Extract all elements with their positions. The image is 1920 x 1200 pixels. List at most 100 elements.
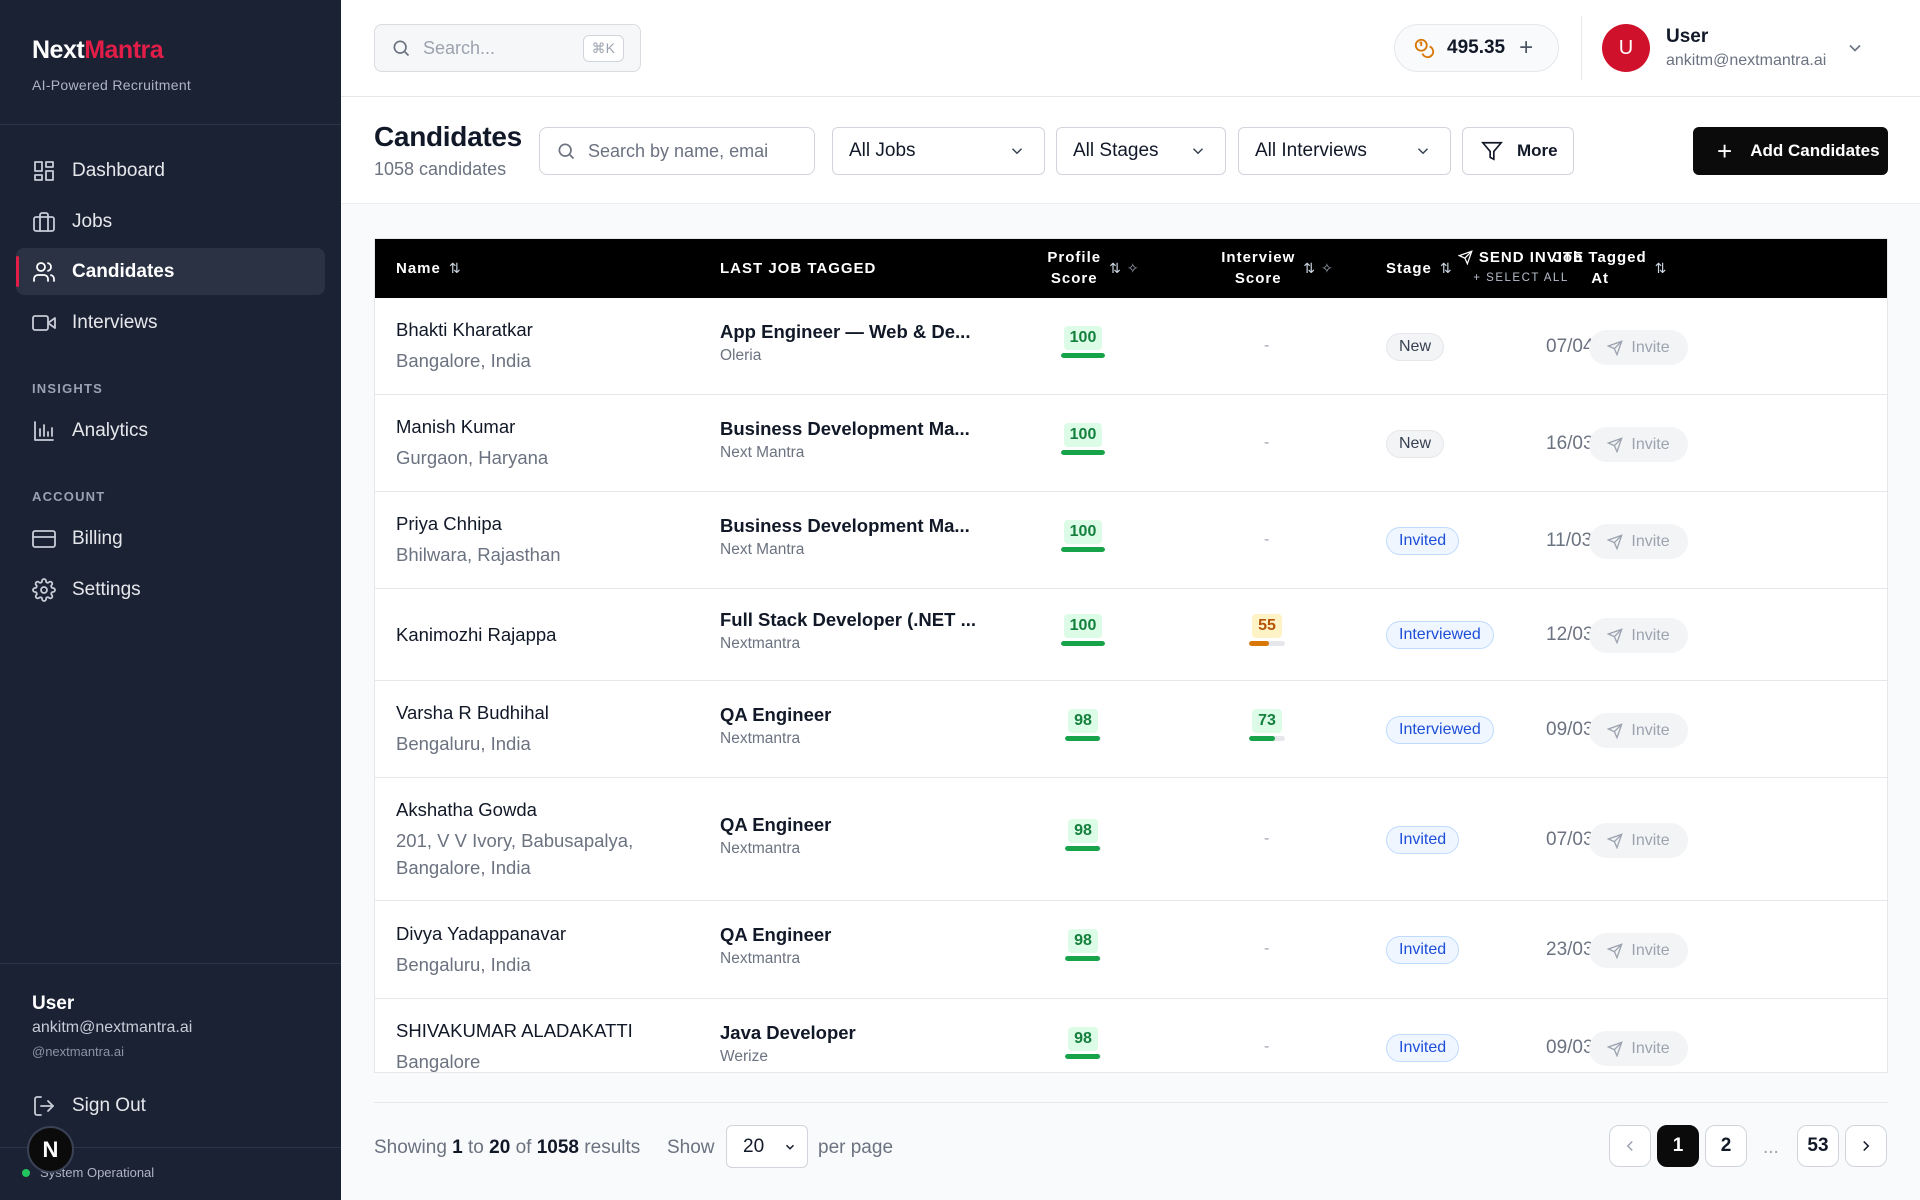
system-status-label: System Operational [40,1165,155,1180]
global-search[interactable]: Search... ⌘K [374,24,641,72]
table-row[interactable]: Bhakti Kharatkar Bangalore, India App Eng… [375,298,1887,395]
profile-score: 98 [1065,819,1101,851]
candidate-name[interactable]: Varsha R Budhihal [396,702,549,723]
job-title[interactable]: QA Engineer [720,814,832,835]
table-row[interactable]: Kanimozhi Rajappa Full Stack Developer (… [375,589,1887,681]
job-title[interactable]: QA Engineer [720,924,832,945]
table-row[interactable]: Manish Kumar Gurgaon, Haryana Business De… [375,395,1887,492]
column-header-stage[interactable]: Stage ⇅ [1386,239,1452,298]
sparkles-icon[interactable]: ✧ [1126,260,1139,277]
page-button-53[interactable]: 53 [1797,1125,1839,1167]
invite-button[interactable]: Invite [1589,933,1688,968]
candidate-name[interactable]: Kanimozhi Rajappa [396,624,557,645]
send-icon [1607,627,1624,644]
plus-icon: + [1717,136,1733,166]
sort-icon[interactable]: ⇅ [1109,260,1121,277]
stages-filter-select[interactable]: All Stages [1056,127,1226,175]
profile-score-bar [1065,846,1101,851]
sparkles-icon[interactable]: ✧ [1321,260,1333,277]
send-icon [1607,339,1624,356]
profile-score-bar [1065,956,1101,961]
interview-score-bar [1249,736,1285,741]
sidebar-item-candidates[interactable]: Candidates [16,248,325,295]
candidate-search[interactable] [539,127,815,175]
per-page-select[interactable]: 20 [726,1125,808,1168]
interview-score-value: 73 [1252,709,1282,733]
sidebar-item-label: Analytics [72,419,149,441]
invite-button[interactable]: Invite [1589,524,1688,559]
candidate-name[interactable]: Manish Kumar [396,416,516,437]
job-title[interactable]: QA Engineer [720,704,832,725]
add-credits-icon[interactable]: + [1519,34,1534,61]
job-title[interactable]: Business Development Ma... [720,515,970,536]
brand-logo[interactable]: NextMantra [32,36,164,65]
profile-score-bar [1061,547,1105,552]
job-title[interactable]: App Engineer — Web & De... [720,321,971,342]
job-cell: Java Developer Werize [720,1022,990,1066]
results-summary-text: results [584,1137,641,1158]
candidate-count: 1058 candidates [374,159,507,179]
sidebar-item-label: Candidates [72,260,175,282]
column-header-name[interactable]: Name ⇅ [396,239,461,298]
page-button-2[interactable]: 2 [1705,1125,1747,1167]
table-row[interactable]: Varsha R Budhihal Bengaluru, India QA Eng… [375,681,1887,778]
job-title[interactable]: Business Development Ma... [720,418,970,439]
prev-page-button[interactable] [1609,1125,1651,1167]
interview-score: 73 [1249,709,1285,741]
column-header-interview-score[interactable]: Interview Score ⇅ ✧ [1187,239,1367,298]
jobs-filter-select[interactable]: All Jobs [832,127,1045,175]
invite-button[interactable]: Invite [1589,330,1688,365]
sign-out-button[interactable]: Sign Out [32,1094,146,1118]
sidebar-item-analytics[interactable]: Analytics [16,407,325,454]
invite-button[interactable]: Invite [1589,618,1688,653]
invite-button[interactable]: Invite [1589,1031,1688,1066]
table-row[interactable]: Priya Chhipa Bhilwara, Rajasthan Business… [375,492,1887,589]
next-page-button[interactable] [1845,1125,1887,1167]
page-title: Candidates [374,121,522,152]
table-row[interactable]: Divya Yadappanavar Bengaluru, India QA En… [375,901,1887,999]
candidate-search-input[interactable] [588,140,768,162]
sort-icon[interactable]: ⇅ [1654,260,1667,277]
interview-score-empty: - [1264,830,1270,847]
sidebar-item-dashboard[interactable]: Dashboard [16,147,325,194]
add-candidates-button[interactable]: + Add Candidates [1693,127,1888,175]
interviews-filter-select[interactable]: All Interviews [1238,127,1451,175]
column-header-profile-score[interactable]: Profile Score ⇅ ✧ [1003,239,1183,298]
invite-button[interactable]: Invite [1589,713,1688,748]
job-cell: Full Stack Developer (.NET ... Nextmantr… [720,609,990,653]
sidebar-item-interviews[interactable]: Interviews [16,299,325,346]
invite-button[interactable]: Invite [1589,427,1688,462]
sort-icon[interactable]: ⇅ [1439,260,1452,276]
job-title[interactable]: Full Stack Developer (.NET ... [720,609,976,630]
page-button-1[interactable]: 1 [1657,1125,1699,1167]
sort-icon[interactable]: ⇅ [1303,260,1316,277]
send-icon [1607,722,1624,739]
table-row[interactable]: SHIVAKUMAR ALADAKATTI Bangalore Java Deve… [375,999,1887,1072]
sidebar-section-account: ACCOUNT [32,489,106,504]
more-filters-label: More [1517,141,1558,160]
sidebar-item-billing[interactable]: Billing [16,515,325,562]
table-row[interactable]: Akshatha Gowda 201, V V Ivory, Babusapaly… [375,778,1887,901]
job-company: Oleria [720,347,762,364]
candidate-name[interactable]: Akshatha Gowda [396,799,537,820]
job-title[interactable]: Java Developer [720,1022,856,1043]
page-header: Candidates 1058 candidates All Jobs All … [341,97,1920,204]
candidate-name[interactable]: SHIVAKUMAR ALADAKATTI [396,1020,633,1041]
more-filters-button[interactable]: More [1462,127,1574,175]
credits-balance[interactable]: 495.35 + [1394,24,1559,72]
invite-label: Invite [1631,626,1670,644]
candidate-name[interactable]: Divya Yadappanavar [396,923,567,944]
column-header-label: At [1591,269,1610,287]
candidate-name[interactable]: Bhakti Kharatkar [396,319,533,340]
name-cell: Bhakti Kharatkar Bangalore, India [396,319,533,374]
sidebar-item-settings[interactable]: Settings [16,566,325,613]
sidebar-item-jobs[interactable]: Jobs [16,198,325,245]
column-header-job-tagged-at[interactable]: Job Tagged At ⇅ [1535,239,1685,298]
sort-icon[interactable]: ⇅ [448,260,461,276]
floating-n-badge[interactable]: N [27,1126,74,1173]
invite-button[interactable]: Invite [1589,823,1688,858]
stage-badge: Interviewed [1386,716,1494,744]
select-all-link[interactable]: + SELECT ALL [1473,272,1569,284]
user-menu[interactable]: U User ankitm@nextmantra.ai [1581,16,1905,80]
candidate-name[interactable]: Priya Chhipa [396,513,502,534]
